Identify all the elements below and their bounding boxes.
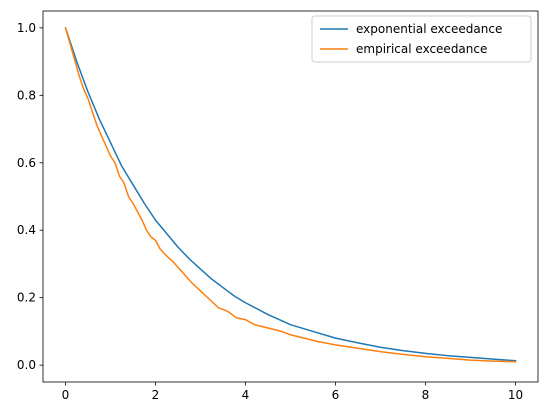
x-tick-label: 0 bbox=[62, 388, 70, 402]
series-line-0 bbox=[64, 26, 517, 362]
y-tick-label: 1.0 bbox=[17, 21, 36, 35]
x-tick-label: 6 bbox=[332, 388, 340, 402]
series-line-1 bbox=[64, 26, 517, 363]
plot-area bbox=[42, 10, 539, 383]
legend-box bbox=[311, 15, 532, 63]
y-tick-label: 0.4 bbox=[17, 223, 36, 237]
x-axis: 0 2 4 6 8 10 bbox=[62, 382, 523, 402]
y-tick-label: 0.8 bbox=[17, 88, 36, 102]
legend-label-1: empirical exceedance bbox=[356, 42, 487, 56]
y-tick-label: 0.6 bbox=[17, 156, 36, 170]
legend-label-0: exponential exceedance bbox=[356, 22, 502, 36]
y-axis: 0.0 0.2 0.4 0.6 0.8 1.0 bbox=[17, 21, 43, 372]
legend: exponential exceedance empirical exceedan… bbox=[311, 15, 532, 63]
y-tick-label: 0.2 bbox=[17, 291, 36, 305]
axes-frame bbox=[42, 10, 539, 383]
x-tick-label: 4 bbox=[242, 388, 250, 402]
x-tick-label: 10 bbox=[508, 388, 523, 402]
x-tick-label: 2 bbox=[152, 388, 160, 402]
x-tick-label: 8 bbox=[422, 388, 430, 402]
y-tick-label: 0.0 bbox=[17, 358, 36, 372]
